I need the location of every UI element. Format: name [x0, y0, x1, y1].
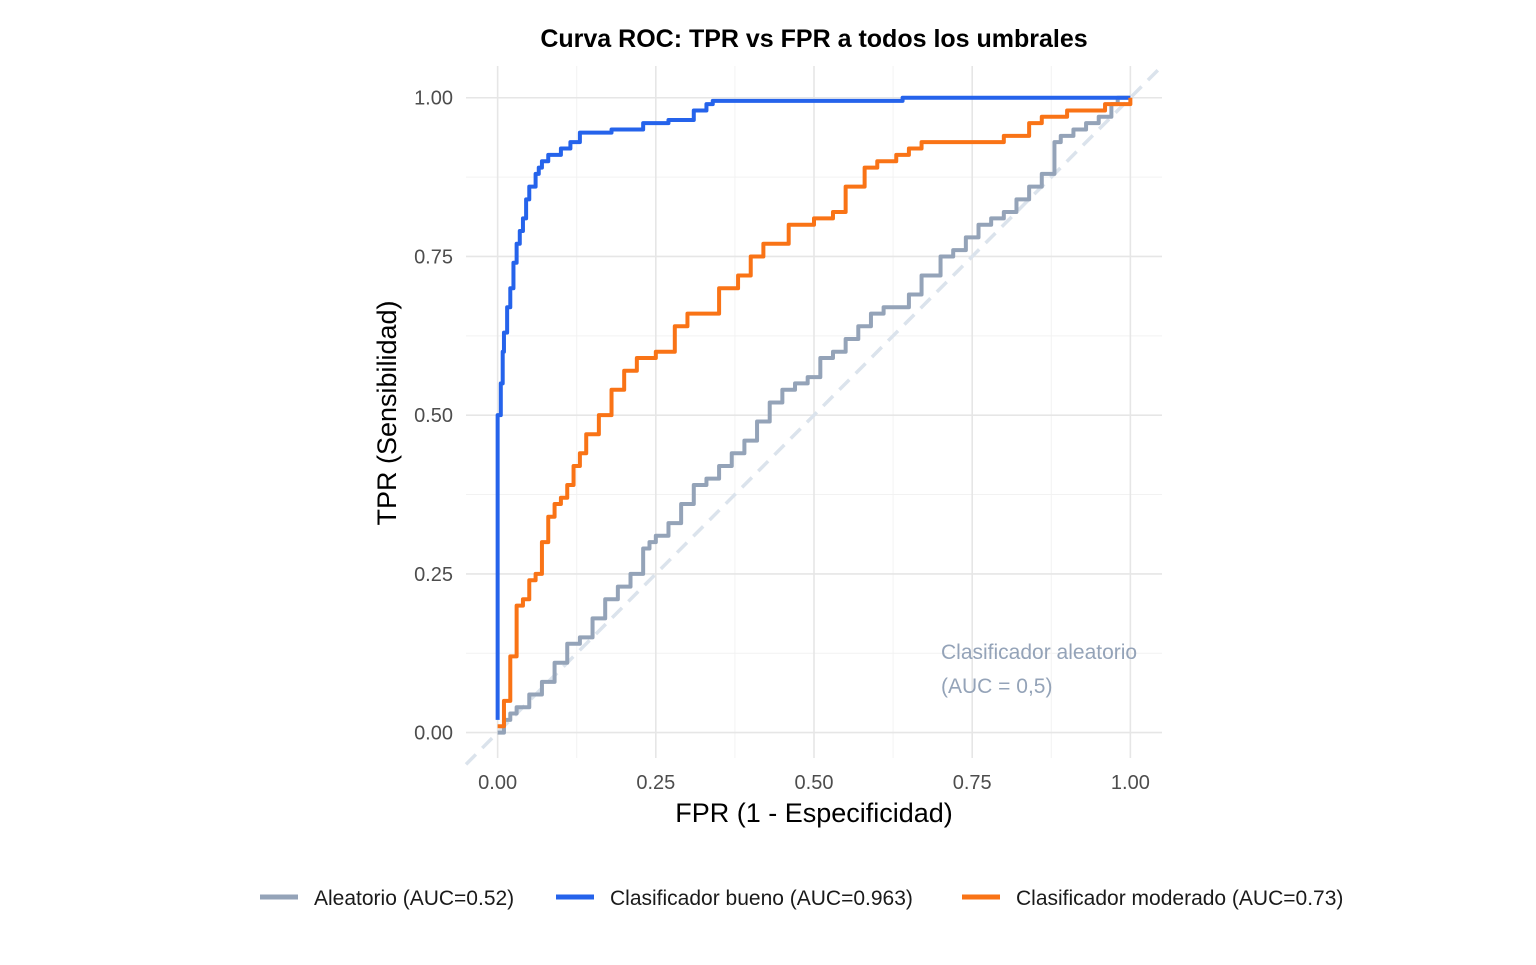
x-tick-label: 0.25 [636, 772, 675, 794]
series-line-2 [497, 97, 1133, 729]
x-tick-label: 0.00 [478, 772, 517, 794]
reference-line-layer [464, 64, 1164, 766]
chart-title: Curva ROC: TPR vs FPR a todos los umbral… [540, 25, 1087, 53]
legend-label-0: Aleatorio (AUC=0.52) [314, 887, 514, 910]
annotation-line-1: Clasificador aleatorio [941, 641, 1137, 664]
reference-diagonal-line [464, 64, 1164, 766]
series-line-1 [495, 95, 1131, 720]
series-layer [495, 95, 1133, 735]
x-tick-label: 0.50 [795, 772, 834, 794]
y-tick-label: 0.50 [414, 405, 453, 427]
y-tick-label: 1.00 [414, 88, 453, 110]
y-tick-label: 0.75 [414, 246, 453, 268]
series-line-0 [497, 95, 1131, 735]
x-tick-label: 1.00 [1111, 772, 1150, 794]
y-tick-label: 0.25 [414, 564, 453, 586]
legend-label-1: Clasificador bueno (AUC=0.963) [610, 887, 913, 910]
y-axis-title: TPR (Sensibilidad) [372, 300, 402, 525]
x-tick-label: 0.75 [953, 772, 992, 794]
tick-label-layer: 0.00 0.25 0.50 0.75 1.00 0.00 0.25 0.50 0.75 1.00 [414, 88, 1150, 794]
legend-label-2: Clasificador moderado (AUC=0.73) [1016, 887, 1343, 910]
annotation-line-2: (AUC = 0,5) [941, 675, 1052, 698]
y-tick-label: 0.00 [414, 723, 453, 745]
x-axis-title: FPR (1 - Especificidad) [675, 798, 953, 828]
legend: Aleatorio (AUC=0.52) Clasificador bueno (… [260, 887, 1343, 910]
